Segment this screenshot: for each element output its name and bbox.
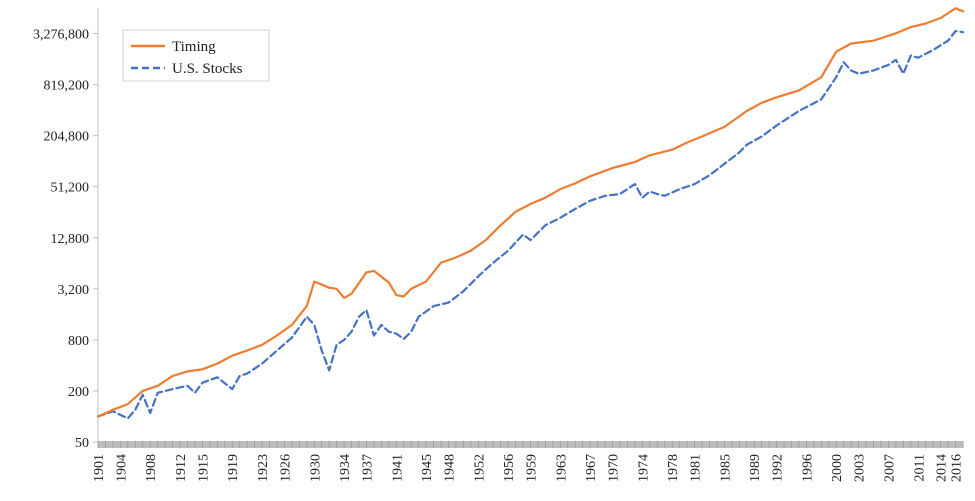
x-tick-label: 1948 xyxy=(442,454,457,482)
x-tick-label: 1926 xyxy=(278,454,293,482)
legend-label: U.S. Stocks xyxy=(172,61,243,77)
x-tick-label: 1959 xyxy=(525,454,540,482)
x-tick-label: 1989 xyxy=(748,454,763,482)
x-tick-label: 1915 xyxy=(196,454,211,482)
x-tick-label: 1956 xyxy=(502,454,517,482)
x-tick-label: 1945 xyxy=(420,454,435,482)
x-tick-label: 1967 xyxy=(584,454,599,482)
legend-box xyxy=(122,29,270,82)
y-tick-label: 3,276,800 xyxy=(33,28,89,43)
y-tick-label: 204,800 xyxy=(44,130,90,145)
y-tick-label: 3,200 xyxy=(58,283,90,298)
x-tick-label: 1934 xyxy=(338,454,353,482)
x-tick-label: 1974 xyxy=(636,454,651,482)
x-tick-label: 1919 xyxy=(226,454,241,482)
x-tick-label: 2011 xyxy=(912,454,927,481)
x-tick-label: 1978 xyxy=(666,454,681,482)
x-tick-label: 2000 xyxy=(830,454,845,482)
x-tick-label: 1992 xyxy=(771,454,786,482)
x-tick-label: 1901 xyxy=(92,454,107,482)
series-layer xyxy=(96,7,965,420)
y-axis: 50 200 800 3,200 12,800 51,200 204,800 819,200 3… xyxy=(33,8,99,451)
y-tick-label: 51,200 xyxy=(51,181,90,196)
y-tick-label: 819,200 xyxy=(44,79,90,94)
x-tick-label: 1963 xyxy=(554,454,569,482)
x-tick-label: 1996 xyxy=(800,454,815,482)
x-tick-label: 1923 xyxy=(256,454,271,482)
x-tick-label: 1912 xyxy=(174,454,189,482)
y-tick-label: 12,800 xyxy=(51,232,90,247)
y-tick-label: 50 xyxy=(75,436,89,451)
x-tick-label: 1985 xyxy=(718,454,733,482)
x-tick-label: 2014 xyxy=(935,454,950,482)
y-tick-label: 800 xyxy=(68,334,89,349)
y-tick-label: 200 xyxy=(68,385,89,400)
legend-label: Timing xyxy=(172,39,216,55)
x-tick-label: 2003 xyxy=(853,454,868,482)
series-line-u-s-stocks xyxy=(96,30,965,420)
x-tick-label: 1970 xyxy=(607,454,622,482)
series-line-timing xyxy=(96,7,965,418)
x-axis: 1901 1904 1908 1912 1915 1919 1923 1926 1930 1934… xyxy=(92,441,965,482)
x-tick-label: 1908 xyxy=(144,454,159,482)
x-tick-label: 1930 xyxy=(308,454,323,482)
x-tick-label: 1904 xyxy=(114,454,129,482)
x-tick-label: 1941 xyxy=(390,454,405,482)
x-tick-label: 1981 xyxy=(689,454,704,482)
legend: Timing U.S. Stocks xyxy=(122,29,270,82)
x-tick-label: 1937 xyxy=(360,454,375,482)
x-tick-label: 1952 xyxy=(472,454,487,482)
x-tick-label: 2016 xyxy=(950,454,965,482)
x-tick-label: 2007 xyxy=(882,454,897,482)
